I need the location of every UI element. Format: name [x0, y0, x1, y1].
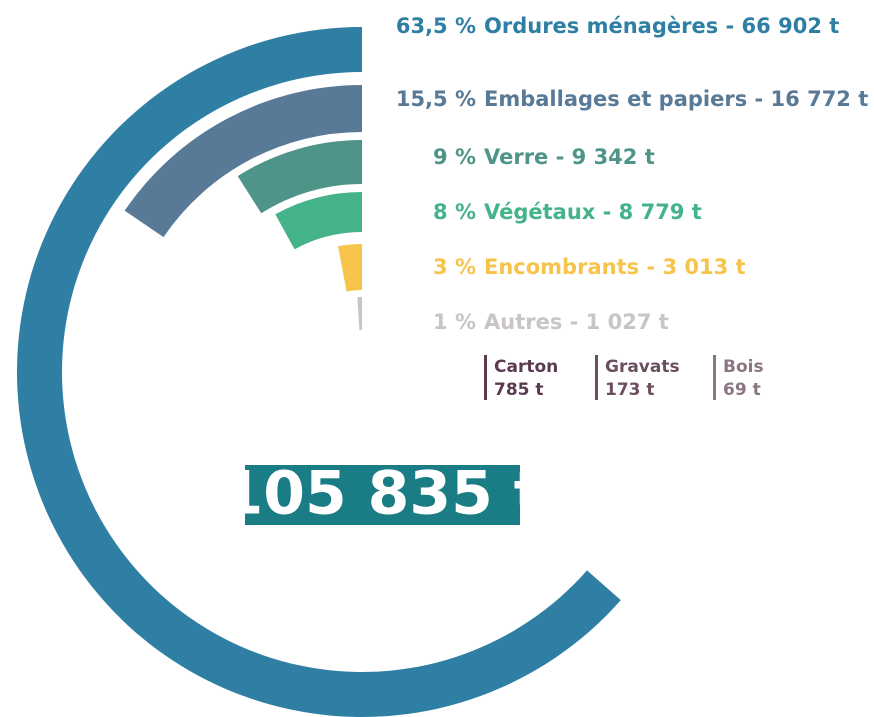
- radial-bar: [124, 85, 363, 238]
- breakdown-name: Carton: [494, 357, 558, 377]
- category-label: Emballages et papiers - 16 772 t: [484, 87, 868, 111]
- breakdown-value: 785 t: [494, 380, 544, 400]
- category-label: Encombrants - 3 013 t: [484, 255, 746, 279]
- total-label: 105 835 t: [222, 459, 543, 529]
- value-label: 1 %: [433, 310, 476, 334]
- category-label: Autres - 1 027 t: [484, 310, 669, 334]
- category-label: Verre - 9 342 t: [484, 145, 655, 169]
- radial-bar: [357, 297, 362, 331]
- breakdown-name: Gravats: [605, 357, 680, 377]
- category-label: Végétaux - 8 779 t: [484, 200, 702, 224]
- radial-bar: [338, 244, 362, 292]
- total-box: [245, 465, 520, 525]
- value-label: 3 %: [433, 255, 476, 279]
- breakdown-value: 69 t: [723, 380, 761, 400]
- value-label: 15,5 %: [396, 87, 476, 111]
- value-label: 8 %: [433, 200, 476, 224]
- radial-bar: [17, 27, 621, 717]
- breakdown-bar: [595, 355, 598, 400]
- breakdown-bar: [484, 355, 487, 400]
- radial-bar: [275, 192, 362, 250]
- breakdown-name: Bois: [723, 357, 764, 377]
- value-label: 9 %: [433, 145, 476, 169]
- radial-bar: [237, 140, 362, 214]
- breakdown-value: 173 t: [605, 380, 655, 400]
- value-label: 63,5 %: [396, 14, 476, 38]
- category-label: Ordures ménagères - 66 902 t: [484, 14, 839, 38]
- breakdown-bar: [713, 355, 716, 400]
